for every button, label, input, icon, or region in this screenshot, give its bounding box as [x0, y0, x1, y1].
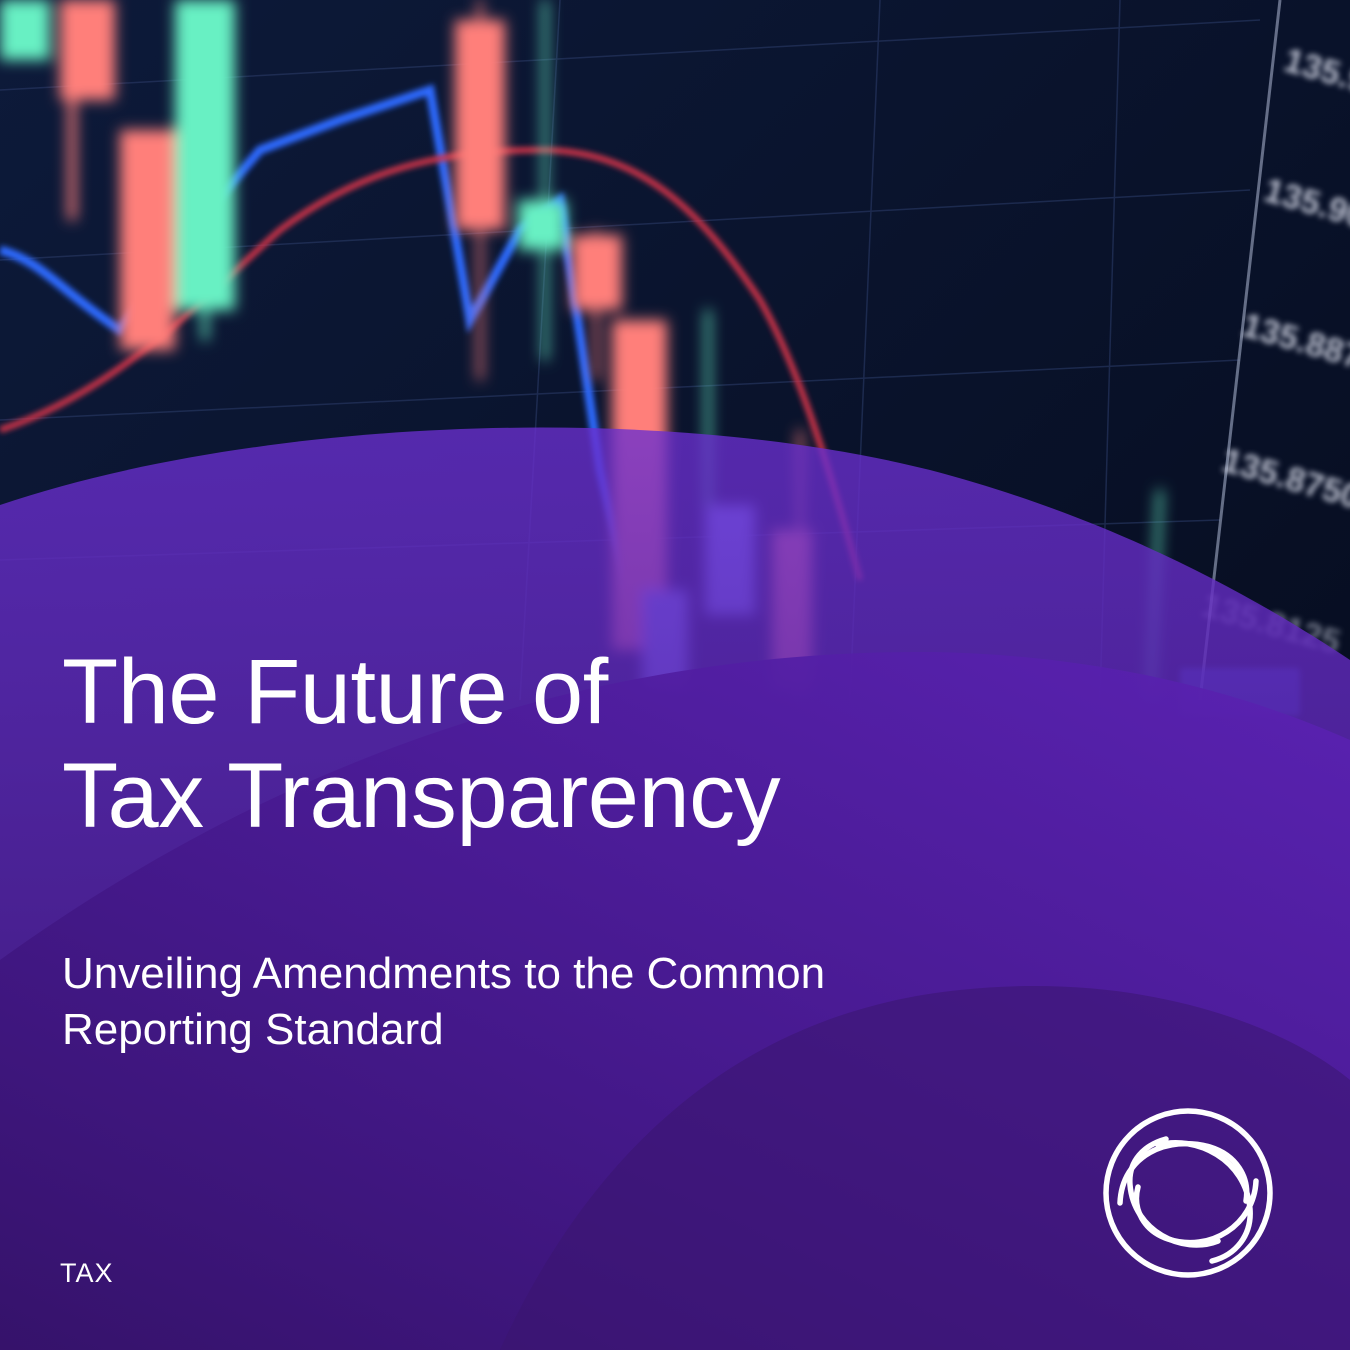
subtitle-line: Unveiling Amendments to the Common — [62, 949, 826, 998]
post-title: The Future of Tax Transparency — [62, 640, 781, 848]
category-label: TAX — [60, 1258, 114, 1288]
post-subtitle: Unveiling Amendments to the Common Repor… — [62, 946, 825, 1058]
subtitle-line: Reporting Standard — [62, 1005, 444, 1054]
blue-trend-line — [0, 84, 645, 642]
title-line: The Future of — [62, 641, 608, 743]
title-line: Tax Transparency — [62, 745, 781, 847]
swirl-circle-logo-icon — [1103, 1108, 1273, 1278]
